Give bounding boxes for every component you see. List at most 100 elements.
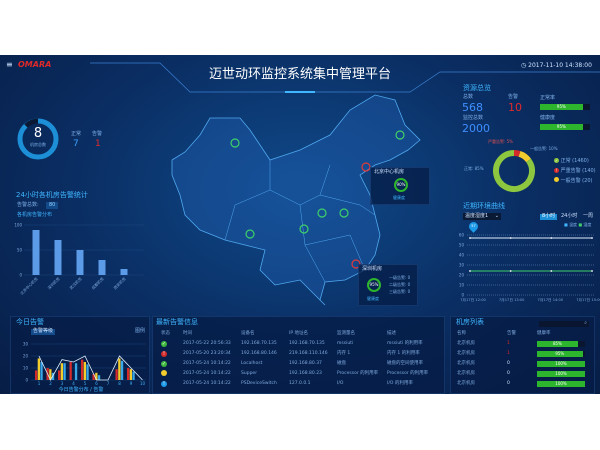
- table-row[interactable]: 北京机房 1 95%: [454, 349, 594, 359]
- bar[interactable]: [83, 362, 86, 380]
- room-name: 北京机房: [457, 340, 475, 346]
- status-cell: [158, 369, 180, 379]
- bar[interactable]: [129, 369, 132, 380]
- bar[interactable]: [49, 369, 52, 380]
- data-point[interactable]: [509, 270, 512, 272]
- map-popup-beijing[interactable]: 北京中心机房 90% 健康度: [370, 167, 430, 205]
- bar[interactable]: [98, 260, 106, 275]
- bar[interactable]: [35, 370, 38, 380]
- room-name: 北京机房: [457, 370, 475, 376]
- bar[interactable]: [51, 372, 55, 380]
- table-row[interactable]: ✓ 2017-05-24 10:14:22 Localhost 192.168.80.…: [158, 359, 443, 369]
- health-bar: 95%: [540, 124, 590, 130]
- status-ok-icon: ✓: [161, 340, 167, 347]
- col-device[interactable]: 设备名: [241, 330, 255, 336]
- data-point[interactable]: [469, 270, 471, 272]
- popup-health: 95%: [369, 282, 379, 287]
- bar[interactable]: [81, 359, 84, 380]
- y-tick-label: 100: [14, 223, 22, 228]
- table-row[interactable]: 北京机房 0 100%: [454, 359, 594, 369]
- header-decoration: [90, 62, 600, 93]
- bar[interactable]: [37, 358, 40, 380]
- bar[interactable]: [118, 358, 121, 380]
- marker-value: 57: [471, 224, 476, 228]
- bar[interactable]: [63, 363, 66, 380]
- health-fill: 100%: [537, 361, 585, 367]
- bar[interactable]: [60, 363, 63, 380]
- bar[interactable]: [95, 372, 98, 380]
- map-popup-shenzhen[interactable]: 深圳机房 95% 健康度 一级告警: 0 二级告警: 0 三级告警: 0: [358, 264, 418, 306]
- data-point[interactable]: [550, 270, 553, 272]
- donut-slice[interactable]: [493, 150, 535, 192]
- bar[interactable]: [127, 368, 130, 380]
- data-point[interactable]: [591, 237, 593, 239]
- col-metric[interactable]: 监测量名: [337, 330, 355, 336]
- bar[interactable]: [86, 364, 89, 380]
- hamburger-icon[interactable]: ≡: [6, 60, 13, 69]
- cell-time: 2017-05-24 10:14:22: [183, 380, 231, 386]
- y-tick-label: 40: [459, 253, 465, 258]
- donut-slice[interactable]: [513, 150, 521, 157]
- table-row[interactable]: 北京机房 0 100%: [454, 369, 594, 379]
- status-cell: ✓: [158, 339, 180, 349]
- y-tick-label: 30: [459, 263, 465, 268]
- table-row[interactable]: 北京机房 1 85%: [454, 339, 594, 349]
- data-point[interactable]: [469, 237, 471, 239]
- col-ip[interactable]: IP 地址名: [289, 330, 308, 336]
- donut-legend: ✓ 正常 (1460) ! 严重告警 (140) 一般告警 (20): [554, 158, 596, 185]
- x-tick-label: 10: [140, 381, 146, 386]
- bar[interactable]: [132, 371, 135, 380]
- bar[interactable]: [120, 360, 124, 380]
- cell-ip: 192.168.70.135: [289, 340, 325, 346]
- sensor-select[interactable]: 温度湿度1 ⌄: [463, 213, 501, 220]
- data-point[interactable]: [550, 237, 553, 239]
- donut-slice[interactable]: [518, 151, 531, 163]
- col-time[interactable]: 时间: [183, 330, 192, 336]
- bar[interactable]: [115, 369, 118, 380]
- room-list-panel: 机房列表 ⌕ 名称 告警 健康率 北京机房 1 85% 北京机房 1 95% 北京机房 0 10…: [450, 316, 595, 394]
- cell-ip: 127.0.0.1: [289, 380, 311, 386]
- range-week-button[interactable]: 一周: [583, 213, 594, 219]
- x-tick-label: 2: [49, 381, 52, 386]
- table-row[interactable]: ✓ 2017-05-22 20:56:33 192.168.70.135 192.16…: [158, 339, 443, 349]
- table-row[interactable]: 北京机房 0 100%: [454, 379, 594, 389]
- bar[interactable]: [120, 269, 128, 275]
- health-fill: 95%: [537, 351, 583, 357]
- data-point[interactable]: [591, 270, 593, 272]
- bar[interactable]: [40, 362, 43, 380]
- bar[interactable]: [74, 363, 78, 380]
- cell-device: PSDeviceSwitch: [241, 380, 277, 386]
- bar[interactable]: [58, 370, 61, 380]
- col-desc[interactable]: 描述: [387, 330, 396, 336]
- res-alarm-label: 告警: [508, 94, 519, 100]
- bar[interactable]: [92, 374, 95, 380]
- x-tick-label: 9: [130, 381, 133, 386]
- bar[interactable]: [32, 230, 40, 275]
- status-error-icon: !: [161, 350, 167, 357]
- cell-desc: 内存 1 的利用率: [387, 350, 420, 356]
- health-fill: 100%: [537, 381, 585, 387]
- cell-desc: mssiuti 的利用率: [387, 340, 423, 346]
- legend-button[interactable]: 图例: [134, 328, 145, 334]
- exclamation-icon: !: [554, 167, 559, 173]
- room-name: 北京机房: [457, 360, 475, 366]
- data-point[interactable]: [509, 237, 512, 239]
- table-row[interactable]: ! 2017-05-24 10:14:22 PSDeviceSwitch 127.0.…: [158, 379, 443, 389]
- health-label: 健康度: [540, 115, 556, 121]
- table-row[interactable]: ! 2017-05-20 23:20:34 192.168.80.146 219.16…: [158, 349, 443, 359]
- status-cell: ✓: [158, 359, 180, 369]
- table-row[interactable]: 2017-05-24 10:14:22 Supper 192.168.80.23 Pr…: [158, 369, 443, 379]
- bar[interactable]: [97, 375, 101, 380]
- range-8h-button[interactable]: 8小时: [540, 213, 558, 220]
- y-tick-label: 10: [23, 366, 29, 371]
- alarm-level-button[interactable]: 告警等级: [31, 328, 56, 335]
- bar[interactable]: [76, 250, 84, 275]
- bar[interactable]: [54, 240, 62, 275]
- bar[interactable]: [69, 362, 72, 380]
- range-24h-button[interactable]: 24小时: [561, 213, 578, 219]
- normal-rate-fill: 95%: [540, 104, 583, 110]
- room-search-input[interactable]: ⌕: [539, 321, 589, 327]
- col-status[interactable]: 状态: [161, 330, 170, 336]
- status-ok-icon: ✓: [161, 360, 167, 367]
